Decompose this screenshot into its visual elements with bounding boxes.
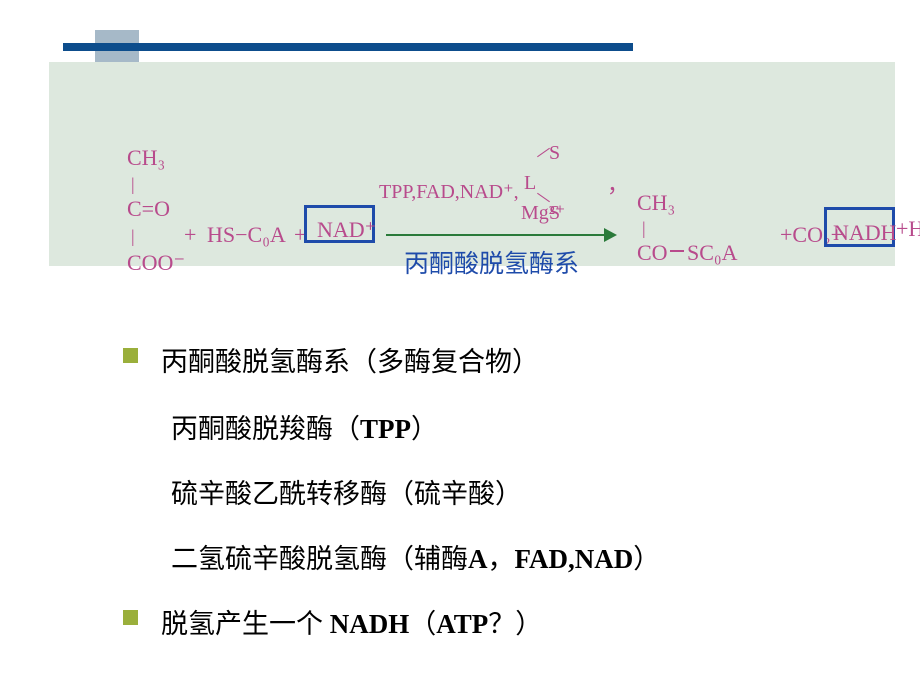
sub3-d: FAD,NAD	[515, 544, 634, 574]
content-area: 丙酮酸脱氢酶系（多酶复合物） 丙酮酸脱羧酶（TPP） 硫辛酸乙酰转移酶（硫辛酸）…	[123, 340, 863, 669]
bullet-item-2: 脱氢产生一个 NADH（ATP？）	[123, 602, 863, 641]
reaction-diagram: CH₃ | C=O | COO⁻ + HS−C₀A + NAD⁺ TPP,FAD…	[49, 62, 895, 266]
reactant-bond2: |	[131, 227, 135, 245]
sub-item-1: 丙酮酸脱羧酶（TPP）	[171, 407, 863, 446]
product-dash	[670, 250, 684, 252]
bullet-2-text: 脱氢产生一个 NADH（ATP？）	[161, 602, 542, 641]
product-scoa: SC₀A	[687, 242, 737, 264]
reactant-co: C=O	[127, 198, 170, 220]
b2-d: ATP	[436, 609, 488, 639]
product-ch3: CH₃	[637, 192, 675, 214]
reactant-coo: COO⁻	[127, 252, 185, 274]
sub3-e: ）	[633, 544, 660, 574]
sub-item-2: 硫辛酸乙酰转移酶（硫辛酸）	[171, 472, 863, 511]
sub3-a: 二氢硫辛酸脱氢酶（辅酶	[171, 544, 468, 574]
reactant-ch3: CH₃	[127, 147, 165, 169]
reactant-bond1: |	[131, 175, 135, 193]
cofactors-label: TPP,FAD,NAD⁺,	[379, 179, 519, 204]
h-plus: +H⁺	[896, 218, 920, 240]
enzyme-label: 丙酮酸脱氢酶系	[404, 244, 579, 280]
bullet-icon	[123, 610, 138, 625]
reaction-arrow-head	[604, 228, 617, 242]
b2-e: ？）	[488, 609, 542, 639]
sub1-text: 丙酮酸脱羧酶（	[171, 414, 360, 444]
b2-a: 脱氢产生一个	[161, 609, 330, 639]
reaction-arrow	[386, 234, 607, 236]
lipoamide-s-bot: S	[549, 202, 560, 225]
slide-decor-bar	[63, 43, 633, 51]
plus-1: +	[184, 224, 196, 246]
product-bond: |	[642, 219, 646, 237]
nad-plus: NAD⁺	[317, 219, 376, 241]
hscoa: HS−C₀A	[207, 224, 286, 246]
b2-c: （	[409, 609, 436, 639]
lipoamide-structure: S L Mg²⁺ S	[524, 142, 594, 222]
lipoamide-l: L	[524, 172, 536, 195]
bullet-item-1: 丙酮酸脱氢酶系（多酶复合物）	[123, 340, 863, 379]
lipoamide-s-top: S	[549, 142, 560, 165]
sub1-tpp: TPP	[360, 414, 411, 444]
nadh-label: NADH	[833, 222, 897, 244]
lipoamide-bond1	[537, 148, 550, 157]
bullet-icon	[123, 348, 138, 363]
sub1-close: ）	[411, 414, 438, 444]
bullet-1-text: 丙酮酸脱氢酶系（多酶复合物）	[161, 340, 539, 379]
b2-b: NADH	[330, 609, 410, 639]
comma: ，	[607, 174, 629, 196]
sub3-c: ，	[488, 544, 515, 574]
sub3-b: A	[468, 544, 488, 574]
product-co: CO	[637, 242, 668, 264]
sub-item-3: 二氢硫辛酸脱氢酶（辅酶A，FAD,NAD）	[171, 537, 863, 576]
